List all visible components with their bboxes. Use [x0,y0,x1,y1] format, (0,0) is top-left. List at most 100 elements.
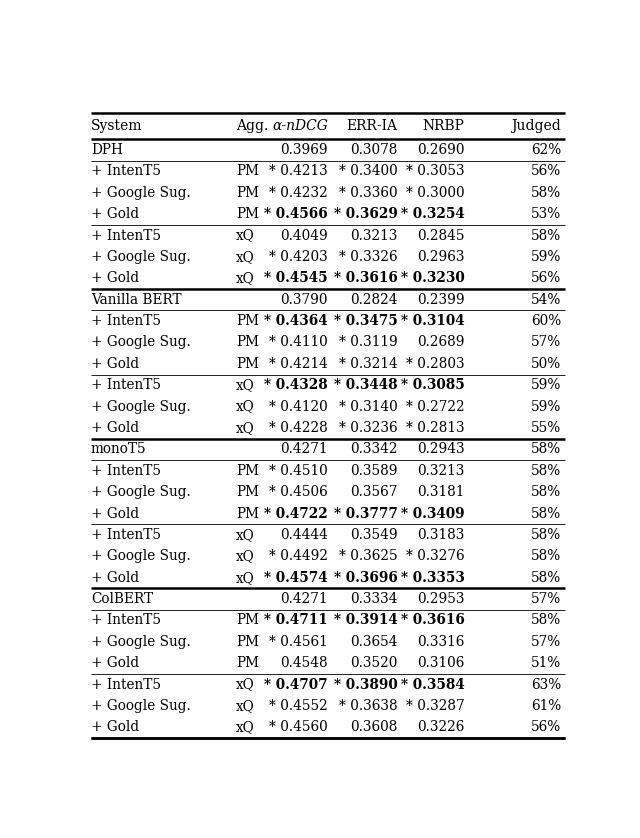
Text: * 0.4566: * 0.4566 [264,207,328,221]
Text: * 0.3254: * 0.3254 [401,207,465,221]
Text: PM: PM [236,186,259,199]
Text: 58%: 58% [531,186,561,199]
Text: * 0.3287: * 0.3287 [406,699,465,713]
Text: * 0.4510: * 0.4510 [269,463,328,478]
Text: * 0.3214: * 0.3214 [339,357,397,371]
Text: Vanilla BERT: Vanilla BERT [91,292,182,307]
Text: 0.3106: 0.3106 [417,656,465,670]
Text: PM: PM [236,164,259,178]
Text: PM: PM [236,463,259,478]
Text: * 0.4120: * 0.4120 [269,400,328,414]
Text: xQ: xQ [236,528,255,542]
Text: * 0.3409: * 0.3409 [401,506,465,520]
Text: 50%: 50% [531,357,561,371]
Text: * 0.4552: * 0.4552 [269,699,328,713]
Text: + Google Sug.: + Google Sug. [91,400,191,414]
Text: * 0.4213: * 0.4213 [269,164,328,178]
Text: * 0.3119: * 0.3119 [339,335,397,349]
Text: 0.2690: 0.2690 [417,143,465,157]
Text: * 0.3236: * 0.3236 [339,421,397,435]
Text: 58%: 58% [531,571,561,585]
Text: * 0.3777: * 0.3777 [333,506,397,520]
Text: + IntenT5: + IntenT5 [91,678,161,691]
Text: * 0.4574: * 0.4574 [264,571,328,585]
Text: xQ: xQ [236,721,255,734]
Text: 0.2953: 0.2953 [417,592,465,606]
Text: * 0.4228: * 0.4228 [269,421,328,435]
Text: 0.3342: 0.3342 [350,442,397,457]
Text: 58%: 58% [531,485,561,499]
Text: + IntenT5: + IntenT5 [91,528,161,542]
Text: + IntenT5: + IntenT5 [91,164,161,178]
Text: * 0.4560: * 0.4560 [269,721,328,734]
Text: PM: PM [236,506,259,520]
Text: * 0.3890: * 0.3890 [333,678,397,691]
Text: * 0.4214: * 0.4214 [269,357,328,371]
Text: 0.4444: 0.4444 [280,528,328,542]
Text: + Gold: + Gold [91,721,139,734]
Text: * 0.3584: * 0.3584 [401,678,465,691]
Text: * 0.3638: * 0.3638 [339,699,397,713]
Text: PM: PM [236,635,259,649]
Text: + Google Sug.: + Google Sug. [91,250,191,264]
Text: xQ: xQ [236,400,255,414]
Text: * 0.2803: * 0.2803 [406,357,465,371]
Text: Agg.: Agg. [236,119,269,133]
Text: * 0.3696: * 0.3696 [333,571,397,585]
Text: 59%: 59% [531,250,561,264]
Text: ERR-IA: ERR-IA [346,119,397,133]
Text: 58%: 58% [531,549,561,563]
Text: PM: PM [236,314,259,328]
Text: 0.3969: 0.3969 [280,143,328,157]
Text: xQ: xQ [236,378,255,392]
Text: * 0.2722: * 0.2722 [406,400,465,414]
Text: 51%: 51% [531,656,561,670]
Text: * 0.4203: * 0.4203 [269,250,328,264]
Text: xQ: xQ [236,229,255,242]
Text: * 0.3914: * 0.3914 [333,613,397,628]
Text: * 0.3085: * 0.3085 [401,378,465,392]
Text: * 0.3353: * 0.3353 [401,571,465,585]
Text: * 0.3000: * 0.3000 [406,186,465,199]
Text: 60%: 60% [531,314,561,328]
Text: 59%: 59% [531,400,561,414]
Text: 0.2689: 0.2689 [417,335,465,349]
Text: * 0.4110: * 0.4110 [269,335,328,349]
Text: + Gold: + Gold [91,571,139,585]
Text: * 0.4722: * 0.4722 [264,506,328,520]
Text: xQ: xQ [236,549,255,563]
Text: + Gold: + Gold [91,357,139,371]
Text: + IntenT5: + IntenT5 [91,613,161,628]
Text: PM: PM [236,613,259,628]
Text: xQ: xQ [236,571,255,585]
Text: 0.3334: 0.3334 [350,592,397,606]
Text: xQ: xQ [236,678,255,691]
Text: 56%: 56% [531,164,561,178]
Text: 63%: 63% [531,678,561,691]
Text: System: System [91,119,143,133]
Text: 58%: 58% [531,528,561,542]
Text: 61%: 61% [531,699,561,713]
Text: 0.3520: 0.3520 [350,656,397,670]
Text: 0.3213: 0.3213 [417,463,465,478]
Text: + Google Sug.: + Google Sug. [91,335,191,349]
Text: * 0.3360: * 0.3360 [339,186,397,199]
Text: 0.3790: 0.3790 [280,292,328,307]
Text: 0.4271: 0.4271 [280,442,328,457]
Text: * 0.3616: * 0.3616 [333,272,397,285]
Text: PM: PM [236,485,259,499]
Text: * 0.3104: * 0.3104 [401,314,465,328]
Text: * 0.3140: * 0.3140 [339,400,397,414]
Text: xQ: xQ [236,699,255,713]
Text: * 0.3475: * 0.3475 [333,314,397,328]
Text: + Google Sug.: + Google Sug. [91,549,191,563]
Text: * 0.2813: * 0.2813 [406,421,465,435]
Text: PM: PM [236,656,259,670]
Text: * 0.4506: * 0.4506 [269,485,328,499]
Text: + Gold: + Gold [91,272,139,285]
Text: + Gold: + Gold [91,656,139,670]
Text: * 0.3448: * 0.3448 [334,378,397,392]
Text: 54%: 54% [531,292,561,307]
Text: 57%: 57% [531,592,561,606]
Text: 0.2943: 0.2943 [417,442,465,457]
